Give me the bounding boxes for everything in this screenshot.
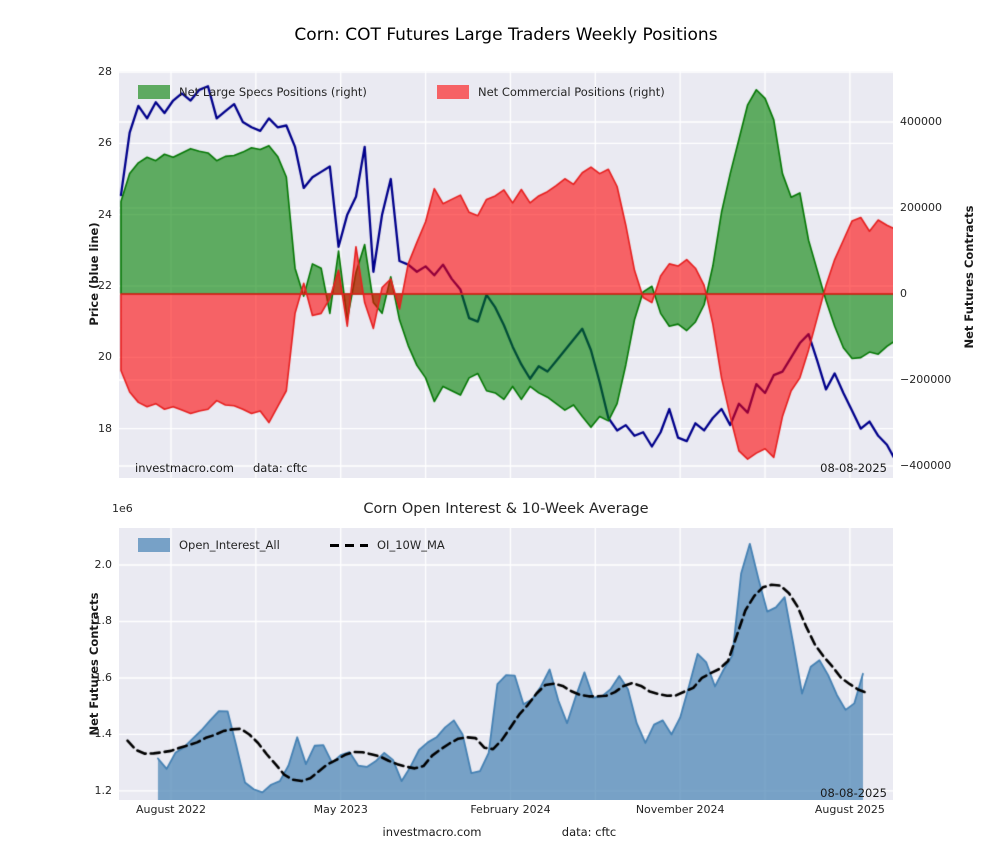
y-right-tick-label: 400000 <box>900 114 942 128</box>
legend-item-oi-ma: OI_10W_MA <box>330 537 445 553</box>
legend-label: Net Commercial Positions (right) <box>478 85 665 99</box>
legend-label: Net Large Specs Positions (right) <box>179 85 367 99</box>
y-left-tick-label: 1.4 <box>94 727 113 741</box>
x-tick-label: May 2023 <box>313 803 368 816</box>
y-left-tick-label: 22 <box>98 279 112 292</box>
bottom-chart-canvas <box>119 528 893 800</box>
top-chart-canvas <box>119 71 893 478</box>
y-left-tick-label: 1.6 <box>94 670 113 684</box>
y-left-tick-label: 18 <box>98 421 112 435</box>
bottom-chart-title: Corn Open Interest & 10-Week Average <box>363 501 649 517</box>
y-right-tick-label: −200000 <box>900 373 952 386</box>
watermark-data-source: data: cftc <box>253 461 308 475</box>
x-tick-label: November 2024 <box>635 803 725 816</box>
bottom-date-label: 08-08-2025 <box>820 786 887 800</box>
x-tick-label: August 2025 <box>814 803 885 816</box>
footer-source: investmacro.com <box>382 825 482 839</box>
red-swatch-icon <box>437 85 469 99</box>
axis-offset-label: 1e6 <box>112 502 133 515</box>
y-right-tick-label: −400000 <box>900 459 952 472</box>
y-left-tick-label: 1.8 <box>94 614 113 628</box>
y-left-tick-label: 24 <box>98 207 112 221</box>
top-date-label: 08-08-2025 <box>820 461 887 475</box>
watermark-source: investmacro.com <box>135 461 234 475</box>
blue-swatch-icon <box>138 538 170 552</box>
footer-data-source: data: cftc <box>561 825 617 839</box>
top-right-axis-label: Net Futures Contracts <box>962 205 976 349</box>
legend-label: Open_Interest_All <box>179 538 280 552</box>
top-left-axis-label: Price (blue line) <box>87 222 101 326</box>
x-tick-label: August 2022 <box>136 803 206 816</box>
green-swatch-icon <box>138 85 170 99</box>
y-left-tick-label: 20 <box>98 350 112 364</box>
chart-title: Corn: COT Futures Large Traders Weekly P… <box>294 25 718 45</box>
y-right-tick-label: 0 <box>900 287 907 300</box>
y-left-tick-label: 28 <box>98 64 112 78</box>
y-left-tick-label: 26 <box>98 136 112 150</box>
y-left-tick-label: 2.0 <box>94 558 113 571</box>
y-left-tick-label: 1.2 <box>94 783 113 797</box>
y-right-tick-label: 200000 <box>900 200 942 214</box>
legend-item-net-commercial: Net Commercial Positions (right) <box>437 84 665 100</box>
dashed-line-icon <box>330 543 368 547</box>
legend-label: OI_10W_MA <box>377 538 445 552</box>
legend-item-net-large-specs: Net Large Specs Positions (right) <box>138 84 367 100</box>
legend-item-open-interest: Open_Interest_All <box>138 537 280 553</box>
x-tick-label: February 2024 <box>470 803 551 816</box>
